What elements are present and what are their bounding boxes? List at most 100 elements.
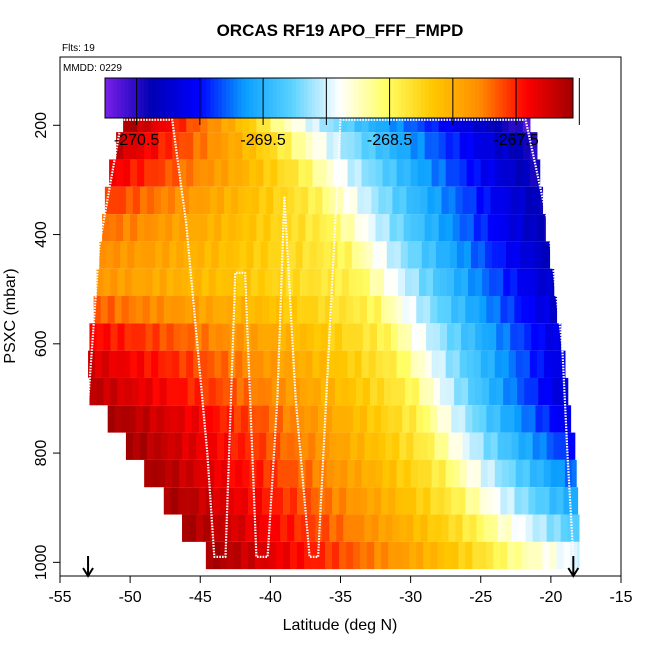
heatmap-cell [271, 323, 280, 351]
heatmap-cell [465, 405, 473, 433]
heatmap-cell [298, 214, 307, 242]
heatmap-cell [118, 186, 127, 215]
heatmap-cell [367, 405, 375, 433]
heatmap-cell [257, 377, 266, 406]
heatmap-cell [473, 132, 482, 160]
heatmap-cell [448, 514, 457, 542]
heatmap-cell [430, 405, 438, 433]
heatmap-cell [451, 487, 459, 515]
heatmap-cell [479, 541, 487, 570]
heatmap-cell [546, 514, 555, 542]
heatmap-cell [159, 323, 168, 351]
heatmap-cell [517, 268, 525, 297]
heatmap-cell [180, 323, 189, 351]
colorbar-segment [296, 78, 301, 118]
heatmap-cell [531, 323, 539, 351]
heatmap-cell [152, 323, 161, 351]
heatmap-cell [353, 405, 361, 433]
heatmap-cell [259, 514, 267, 542]
heatmap-cell [487, 159, 496, 187]
heatmap-cell [301, 432, 309, 460]
heatmap-cell [294, 432, 302, 460]
heatmap-cell [221, 459, 229, 488]
heatmap-cell [413, 514, 422, 542]
heatmap-cell [382, 159, 391, 187]
heatmap-cell [200, 159, 208, 187]
heatmap-cell [290, 405, 298, 433]
heatmap-cell [351, 241, 360, 269]
colorbar-segment [206, 78, 211, 118]
heatmap-cell [232, 241, 241, 269]
colorbar-segment [479, 78, 484, 118]
heatmap-cell [312, 132, 321, 160]
heatmap-cell [268, 541, 277, 570]
heatmap-cell [354, 132, 363, 160]
heatmap-cell [430, 541, 438, 570]
heatmap-cell [260, 241, 269, 269]
heatmap-cell [361, 350, 370, 378]
heatmap-cell [410, 214, 419, 242]
colorbar-segment [144, 78, 149, 118]
heatmap-cell [295, 241, 304, 269]
colorbar-segment [549, 78, 554, 118]
heatmap-cell [233, 296, 242, 324]
heatmap-cell [132, 186, 141, 215]
heatmap-cell [116, 214, 124, 242]
heatmap-cell [369, 268, 378, 297]
heatmap-cell [574, 514, 580, 542]
heatmap-cell [247, 541, 256, 570]
heatmap-cell [153, 432, 162, 460]
heatmap-cell [320, 268, 329, 297]
heatmap-cell [470, 241, 479, 269]
heatmap-cell [383, 377, 392, 406]
heatmap-cell [385, 432, 393, 460]
heatmap-cell [434, 432, 443, 460]
heatmap-cell [529, 132, 538, 160]
heatmap-cell [203, 432, 211, 460]
heatmap-cell [121, 405, 130, 433]
heatmap-cell [563, 405, 572, 433]
colorbar-segment [569, 78, 574, 118]
heatmap-cell [340, 459, 349, 488]
colorbar-segment [311, 78, 317, 118]
heatmap-cell [473, 214, 482, 242]
heatmap-cell [186, 159, 194, 187]
heatmap-cell [482, 377, 490, 406]
heatmap-cell [219, 296, 228, 324]
heatmap-cell [493, 405, 501, 433]
heatmap-cell [182, 186, 190, 215]
heatmap-cell [333, 132, 342, 160]
heatmap-cell [130, 214, 138, 242]
colorbar-segment [225, 78, 231, 118]
heatmap-cell [259, 186, 267, 215]
heatmap-cell [389, 459, 398, 488]
heatmap-cell [217, 514, 225, 542]
heatmap-cell [211, 241, 220, 269]
heatmap-cell [437, 487, 445, 515]
heatmap-cell [409, 541, 417, 570]
heatmap-cell [194, 377, 203, 406]
heatmap-cell [518, 432, 527, 460]
heatmap-cell [261, 405, 270, 433]
heatmap-cell [158, 214, 166, 242]
heatmap-cell [368, 214, 377, 242]
heatmap-cell [287, 186, 295, 215]
heatmap-cell [201, 323, 210, 351]
heatmap-cell [290, 541, 298, 570]
heatmap-cell [267, 241, 276, 269]
heatmap-cell [354, 459, 363, 488]
heatmap-cell [144, 132, 152, 160]
heatmap-cell [308, 186, 316, 215]
y-tick-label: 1000 [33, 544, 50, 580]
heatmap-cell [273, 514, 281, 542]
heatmap-cell [445, 214, 454, 242]
heatmap-cell [242, 132, 250, 160]
colorbar-segment [370, 78, 375, 118]
heatmap-cell [517, 323, 525, 351]
heatmap-cell [515, 159, 524, 187]
heatmap-cell [166, 268, 175, 297]
heatmap-cell [235, 159, 243, 187]
heatmap-cell [442, 241, 451, 269]
heatmap-cell [388, 541, 396, 570]
heatmap-cell [215, 377, 224, 406]
